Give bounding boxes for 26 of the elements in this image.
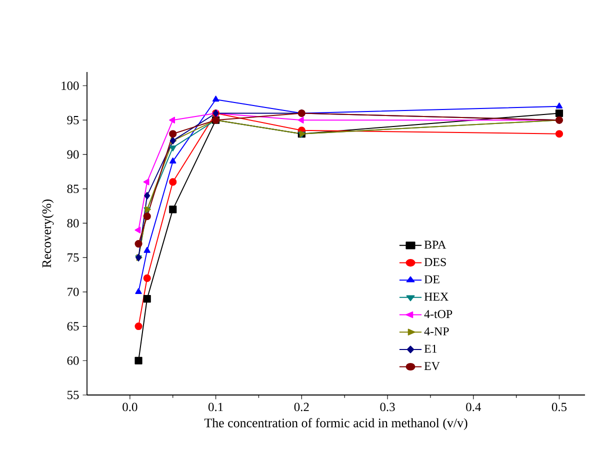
y-tick-label: 70	[68, 288, 79, 296]
legend-label: BPA	[424, 240, 446, 249]
x-tick-label: 0.0	[122, 402, 138, 412]
legend-label: 4-tOP	[424, 310, 452, 318]
y-tick-label: 60	[67, 356, 79, 365]
y-tick-label: 75	[68, 253, 79, 262]
y-tick-label: 90	[67, 150, 79, 159]
legend-label: DES	[424, 258, 446, 266]
y-tick-label: 100	[62, 82, 79, 90]
y-axis-title: Recovery(%)	[42, 200, 54, 268]
legend-label: 4-NP	[424, 327, 449, 336]
y-tick-label: 65	[67, 322, 79, 330]
x-tick-label: 0.2	[294, 402, 309, 412]
x-axis-title: The concentration of formic acid in methanol (v/v)	[204, 418, 468, 430]
x-tick-label: 0.5	[552, 402, 567, 412]
legend-label: E1	[424, 344, 437, 353]
y-tick-label: 80	[67, 218, 79, 228]
x-tick-label: 0.3	[380, 402, 395, 412]
x-tick-label: 0.1	[208, 402, 223, 412]
legend-label: EV	[424, 362, 440, 370]
x-tick-label: 0.4	[466, 402, 481, 412]
y-tick-label: 85	[67, 184, 79, 194]
legend-label: DE	[424, 275, 440, 284]
y-tick-label: 95	[67, 116, 79, 124]
legend-label: HEX	[424, 292, 448, 301]
y-tick-label: 55	[67, 390, 79, 400]
